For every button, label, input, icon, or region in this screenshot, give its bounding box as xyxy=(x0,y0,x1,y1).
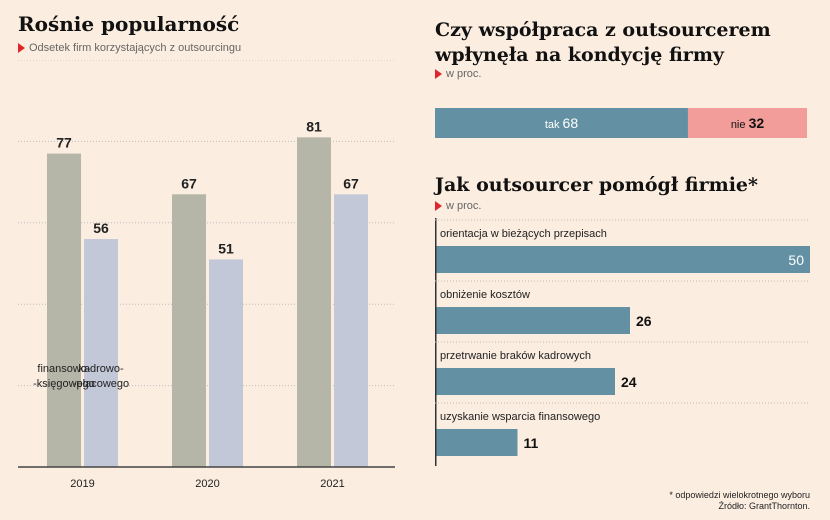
horizontal-bar-chart: orientacja w bieżących przepisach 50 obniż… xyxy=(435,218,810,466)
bottom-right-title: Jak outsourcer pomógł firmie* xyxy=(435,174,758,196)
top-right-title: Czy współpraca z outsourcerem wpłynęła n… xyxy=(435,18,771,68)
bar xyxy=(84,239,118,467)
segment-value: 68 xyxy=(563,115,579,131)
stack-segment xyxy=(687,108,807,138)
series-label: -płacowego xyxy=(73,378,129,390)
top-right-title-line-1: Czy współpraca z outsourcerem xyxy=(435,19,771,41)
segment-name: nie xyxy=(731,119,749,131)
top-right-subtitle-text: w proc. xyxy=(446,68,482,80)
hbar-value-label: 50 xyxy=(788,252,804,268)
bar-value-label: 81 xyxy=(306,118,322,134)
x-tick-label: 2019 xyxy=(70,478,94,490)
hbar xyxy=(436,246,810,273)
left-chart-title: Rośnie popularność xyxy=(18,12,240,36)
x-tick-label: 2021 xyxy=(320,478,344,490)
triangle-marker-icon xyxy=(435,201,442,211)
stacked-bar-chart: tak 68 nie 32 xyxy=(435,108,807,138)
top-right-subtitle: w proc. xyxy=(435,68,481,80)
segment-value: 32 xyxy=(749,115,765,131)
triangle-marker-icon xyxy=(18,43,25,53)
category-label: orientacja w bieżących przepisach xyxy=(440,228,607,240)
series-label: -księgowego xyxy=(33,378,95,390)
top-right-title-line-2: wpłynęła na kondycję firmy xyxy=(435,44,724,66)
series-label: finansowo- xyxy=(37,363,91,375)
category-label: przetrwanie braków kadrowych xyxy=(440,350,591,362)
bar xyxy=(209,259,243,467)
hbar xyxy=(436,368,615,395)
x-tick-label: 2020 xyxy=(195,478,219,490)
series-label: kadrowo- xyxy=(78,363,124,375)
stack-segment xyxy=(435,108,688,138)
hbar-value-label: 24 xyxy=(621,374,637,390)
bar-value-label: 56 xyxy=(93,220,109,236)
hbar xyxy=(436,429,518,456)
bar xyxy=(172,194,206,467)
left-chart-subtitle: Odsetek firm korzystających z outsourcin… xyxy=(18,42,241,54)
left-chart-subtitle-text: Odsetek firm korzystających z outsourcin… xyxy=(29,42,242,54)
bar xyxy=(47,153,81,468)
source: Źródło: GrantThornton. xyxy=(718,501,810,511)
bar-value-label: 67 xyxy=(343,175,359,191)
footnote: * odpowiedzi wielokrotnego wyboru xyxy=(669,490,810,500)
stack-segment-label: tak 68 xyxy=(545,115,579,131)
triangle-marker-icon xyxy=(435,69,442,79)
bar-value-label: 67 xyxy=(181,175,197,191)
category-label: obniżenie kosztów xyxy=(440,289,530,301)
left-bar-chart: 77 56 2019 67 51 2020 81 67 2021 finansowo- -księg… xyxy=(18,60,395,490)
bottom-right-subtitle-text: w proc. xyxy=(446,200,482,212)
segment-name: tak xyxy=(545,119,563,131)
bar xyxy=(297,137,331,467)
bar xyxy=(334,194,368,467)
hbar xyxy=(436,307,630,334)
bottom-right-subtitle: w proc. xyxy=(435,200,481,212)
bar-value-label: 77 xyxy=(56,135,72,151)
stack-segment-label: nie 32 xyxy=(731,115,765,131)
hbar-value-label: 26 xyxy=(636,313,652,329)
bar-value-label: 51 xyxy=(218,240,234,256)
category-label: uzyskanie wsparcia finansowego xyxy=(440,411,600,423)
hbar-value-label: 11 xyxy=(524,435,539,451)
